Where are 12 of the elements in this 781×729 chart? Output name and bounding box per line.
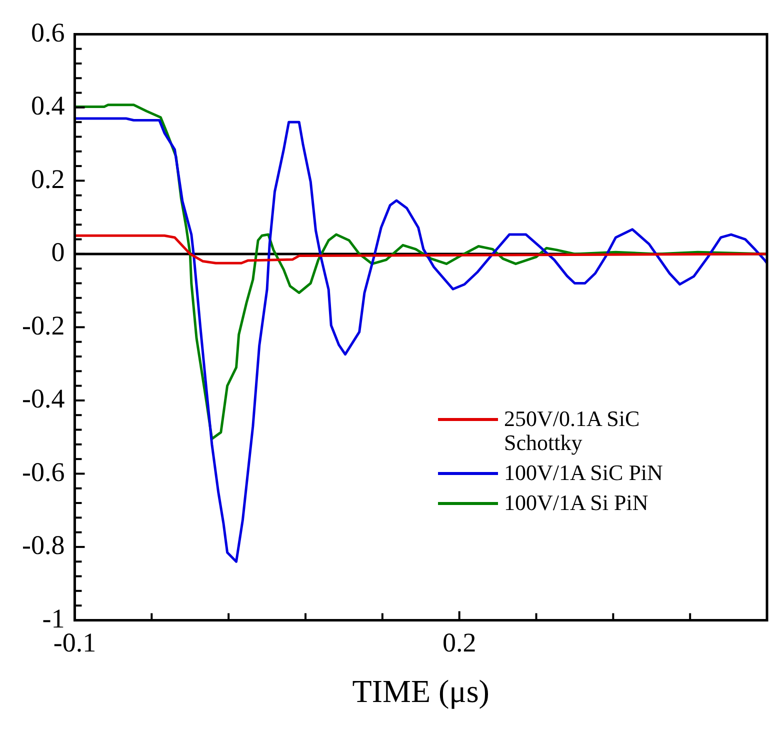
legend-label: 100V/1A Si PiN <box>504 490 648 515</box>
legend-label: 250V/0.1A SiC Schottky <box>504 406 641 455</box>
x-axis-title: TIME (μs) <box>352 673 490 710</box>
y-tick-label: -0.4 <box>22 384 66 414</box>
y-tick-label: 0.4 <box>30 90 66 121</box>
y-tick-label: 0.2 <box>30 164 65 194</box>
y-tick-label: 0.6 <box>30 17 65 48</box>
y-tick-label: -0.6 <box>22 456 65 487</box>
y-tick-label: -0.8 <box>22 530 65 560</box>
y-tick-label: 0 <box>51 237 65 268</box>
y-tick-label: -0.2 <box>22 310 65 340</box>
legend-label: 100V/1A SiC PiN <box>504 460 663 485</box>
